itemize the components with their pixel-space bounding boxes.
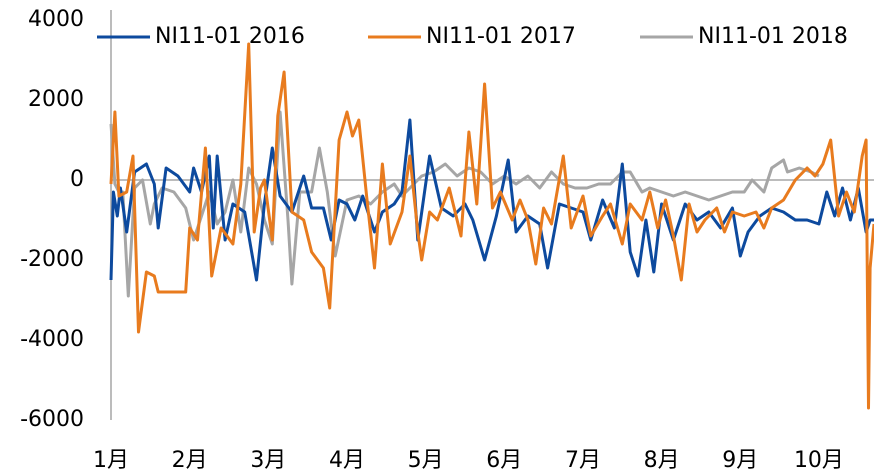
y-tick-label: -4000 xyxy=(20,327,84,352)
series-line xyxy=(109,110,820,298)
legend-label: NI11-01 2018 xyxy=(698,24,848,49)
x-tick-label: 5月 xyxy=(408,448,444,473)
x-tick-label: 9月 xyxy=(722,448,758,473)
x-tick-label: 10月 xyxy=(794,448,844,473)
x-tick-label: 8月 xyxy=(644,448,680,473)
y-tick-label: -6000 xyxy=(20,407,84,432)
series-line xyxy=(109,42,874,410)
x-tick-label: 4月 xyxy=(329,448,365,473)
y-tick-label: 4000 xyxy=(28,7,84,32)
y-tick-label: 2000 xyxy=(28,87,84,112)
x-tick-label: 1月 xyxy=(93,448,129,473)
legend-label: NI11-01 2016 xyxy=(155,24,305,49)
x-tick-label: 2月 xyxy=(172,448,208,473)
y-tick-label: 0 xyxy=(70,167,84,192)
legend-label: NI11-01 2017 xyxy=(426,24,576,49)
x-tick-label: 3月 xyxy=(250,448,286,473)
x-tick-label: 7月 xyxy=(565,448,601,473)
y-tick-label: -2000 xyxy=(20,247,84,272)
series-line xyxy=(109,118,874,282)
x-tick-label: 6月 xyxy=(486,448,522,473)
